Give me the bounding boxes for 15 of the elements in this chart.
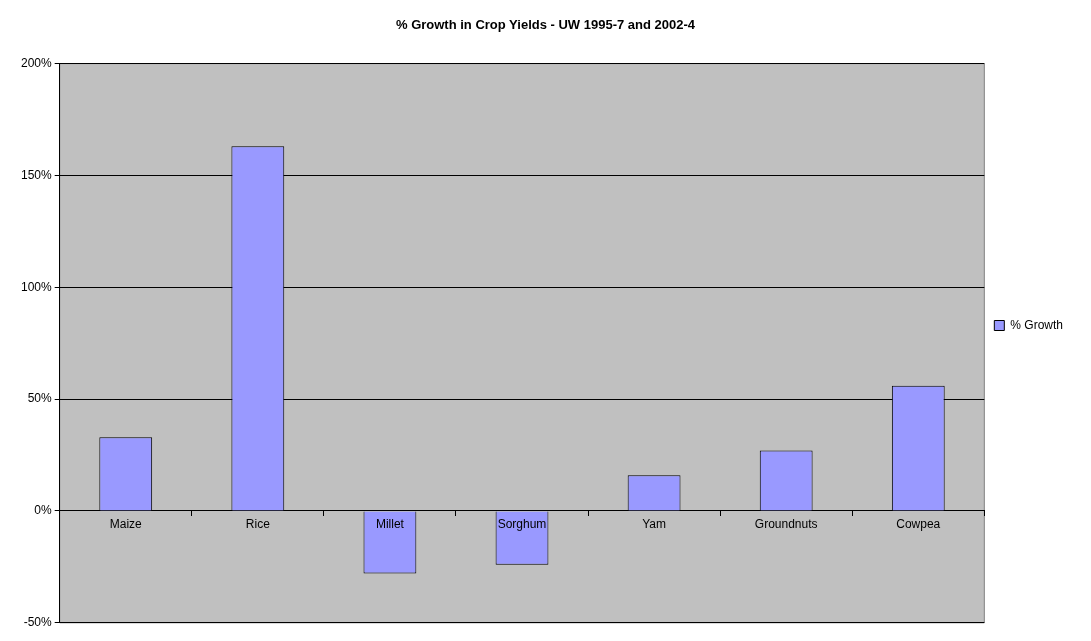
x-tick-label: Groundnuts <box>754 517 818 532</box>
x-tick-label: Rice <box>245 517 271 532</box>
x-tick-label: Maize <box>109 517 143 532</box>
x-tick-label: Yam <box>642 517 666 532</box>
y-tick-label: -50% <box>23 615 53 630</box>
chart-title: % Growth in Crop Yields - UW 1995-7 and 2002-4 <box>395 17 696 33</box>
legend-label: % Growth <box>1010 317 1064 332</box>
y-tick-label: 100% <box>20 279 53 294</box>
y-tick-label: 0% <box>34 503 53 518</box>
x-tick-label: Sorghum <box>497 517 547 532</box>
y-tick-label: 200% <box>20 55 53 70</box>
y-tick-label: 150% <box>20 167 53 182</box>
x-tick-label: Millet <box>375 517 405 532</box>
y-tick-label: 50% <box>27 391 53 406</box>
x-tick-label: Cowpea <box>896 517 941 532</box>
